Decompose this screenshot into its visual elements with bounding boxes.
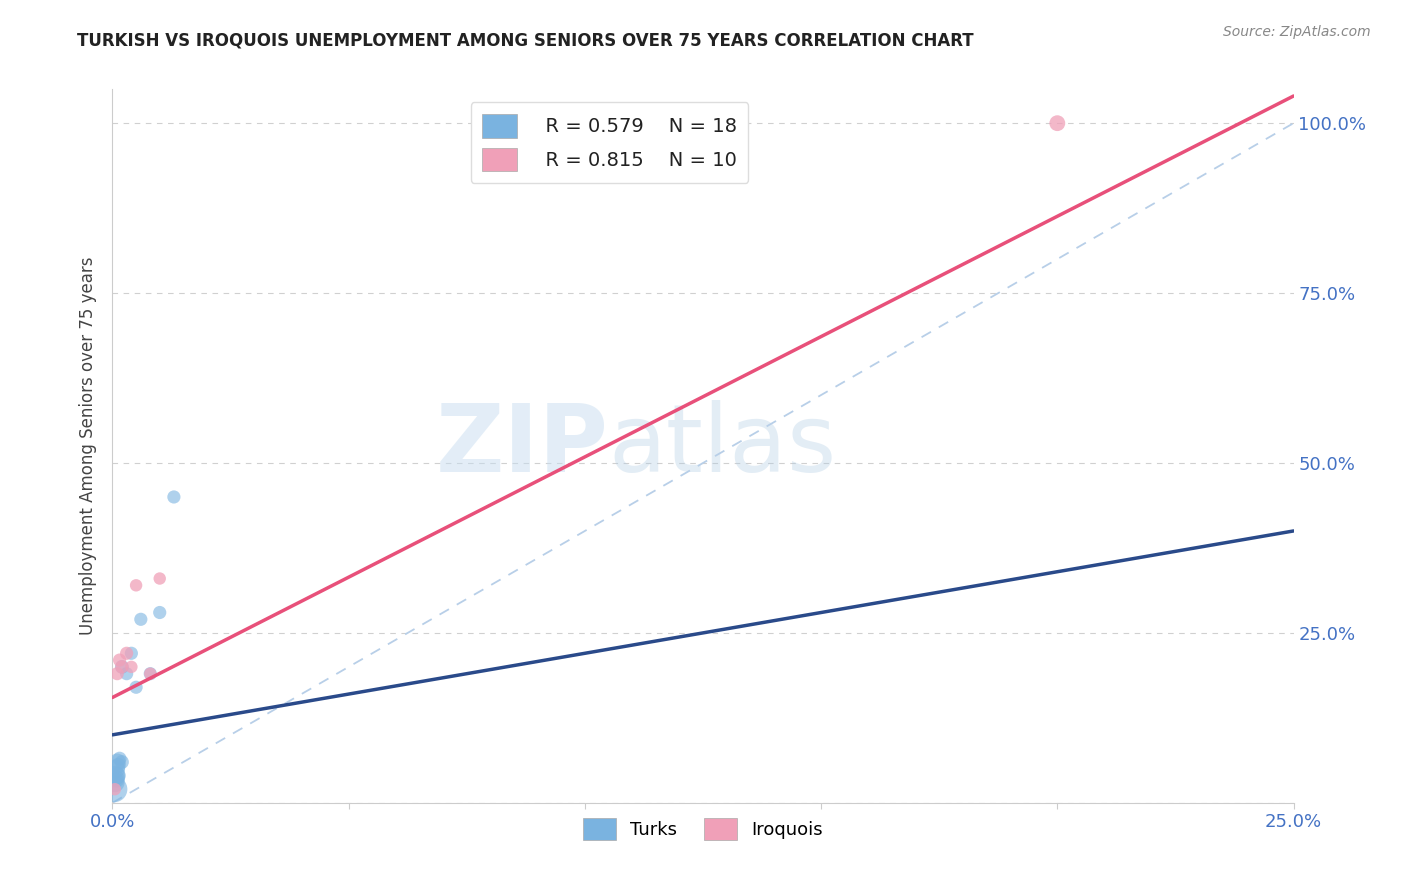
Point [105,755,128,769]
Point [120,646,142,660]
Point [125,680,148,694]
Point [104,782,127,797]
Text: atlas: atlas [609,400,837,492]
Point [115,666,138,681]
Point [111,660,134,674]
Point [139,666,162,681]
Point [108,751,131,765]
Point [120,660,142,674]
Point [139,666,162,681]
Point [104,775,127,789]
Point [103,782,125,797]
Point [1046,116,1069,130]
Point [125,578,148,592]
Point [111,660,134,674]
Point [163,490,186,504]
Text: ZIP: ZIP [436,400,609,492]
Point [105,769,128,783]
Y-axis label: Unemployment Among Seniors over 75 years: Unemployment Among Seniors over 75 years [79,257,97,635]
Point [149,606,172,620]
Point [111,755,134,769]
Point [104,762,127,776]
Point [149,572,172,586]
Point [115,646,138,660]
Point [104,769,127,783]
Legend: Turks, Iroquois: Turks, Iroquois [576,811,830,847]
Text: Source: ZipAtlas.com: Source: ZipAtlas.com [1223,25,1371,39]
Point [107,758,129,772]
Text: TURKISH VS IROQUOIS UNEMPLOYMENT AMONG SENIORS OVER 75 YEARS CORRELATION CHART: TURKISH VS IROQUOIS UNEMPLOYMENT AMONG S… [77,31,974,49]
Point [105,772,128,786]
Point [105,666,128,681]
Point [108,653,131,667]
Point [129,612,152,626]
